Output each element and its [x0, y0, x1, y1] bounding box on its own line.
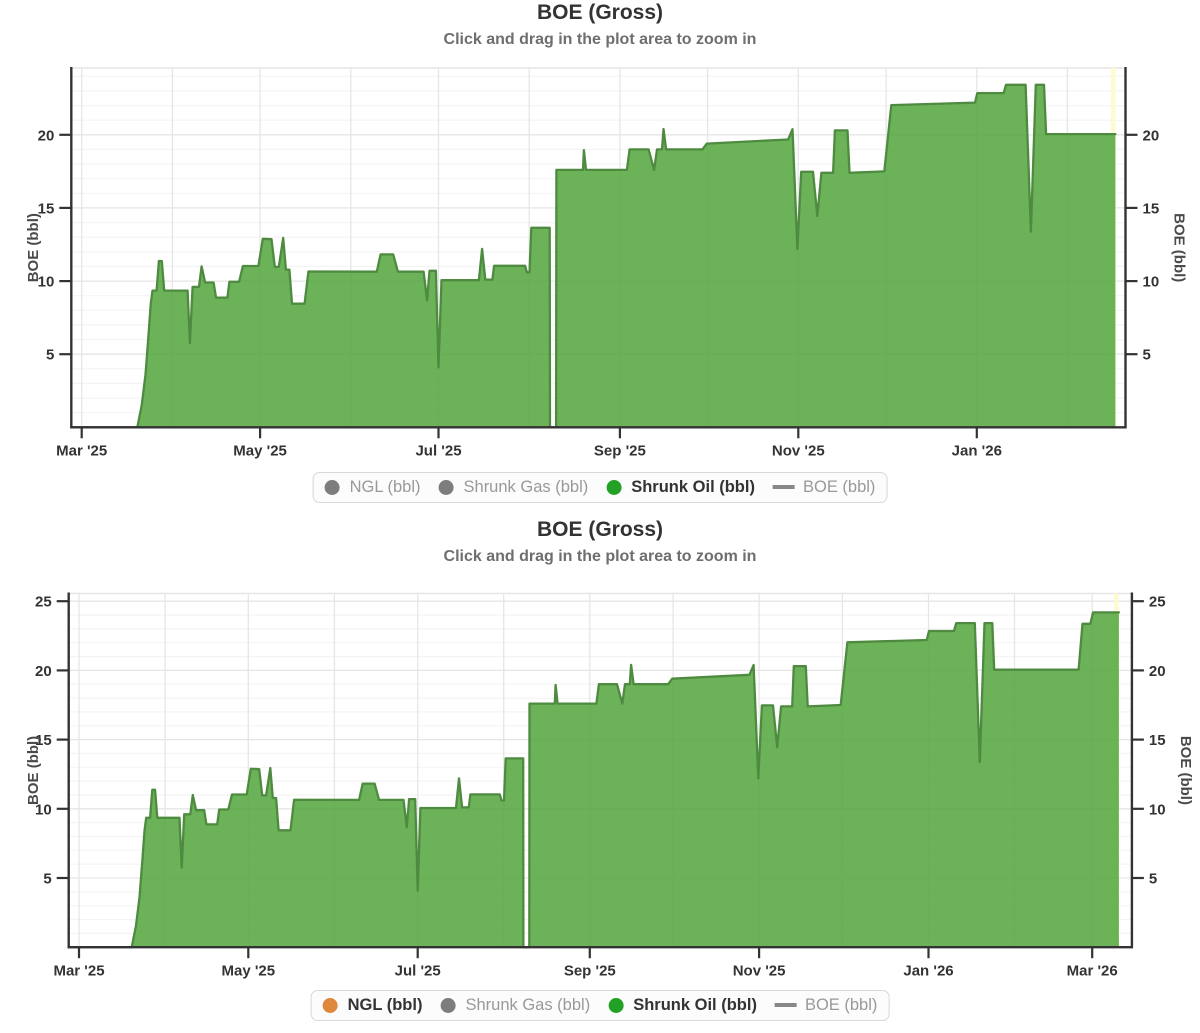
svg-text:Mar '26: Mar '26 [1067, 962, 1118, 979]
svg-text:Jan '26: Jan '26 [903, 962, 953, 979]
svg-text:15: 15 [35, 732, 52, 749]
svg-text:Nov '25: Nov '25 [733, 962, 786, 979]
svg-text:Jan '26: Jan '26 [952, 443, 1002, 460]
svg-text:Mar '25: Mar '25 [53, 962, 104, 979]
svg-text:5: 5 [1143, 347, 1151, 364]
svg-text:10: 10 [35, 801, 52, 818]
svg-text:BOE (bbl): BOE (bbl) [25, 213, 42, 282]
svg-text:20: 20 [1143, 127, 1160, 144]
svg-text:Jul '25: Jul '25 [395, 962, 441, 979]
svg-text:May '25: May '25 [233, 443, 287, 460]
svg-text:May '25: May '25 [221, 962, 275, 979]
svg-text:5: 5 [1149, 871, 1157, 888]
svg-text:15: 15 [1149, 732, 1166, 749]
svg-text:BOE (bbl): BOE (bbl) [25, 736, 42, 805]
svg-text:20: 20 [35, 663, 52, 680]
svg-text:Sep '25: Sep '25 [564, 962, 616, 979]
svg-text:15: 15 [38, 200, 55, 217]
svg-text:10: 10 [1149, 801, 1166, 818]
svg-text:BOE (bbl): BOE (bbl) [1171, 213, 1188, 282]
svg-text:5: 5 [43, 871, 51, 888]
svg-text:15: 15 [1143, 200, 1160, 217]
svg-text:BOE (bbl): BOE (bbl) [1177, 736, 1194, 805]
svg-text:Mar '25: Mar '25 [56, 443, 107, 460]
svg-text:Nov '25: Nov '25 [772, 443, 825, 460]
svg-text:20: 20 [38, 127, 55, 144]
svg-text:10: 10 [1143, 274, 1160, 291]
svg-text:Jul '25: Jul '25 [415, 443, 461, 460]
svg-text:25: 25 [35, 594, 52, 611]
svg-text:25: 25 [1149, 594, 1166, 611]
svg-text:20: 20 [1149, 663, 1166, 680]
svg-text:Sep '25: Sep '25 [594, 443, 646, 460]
svg-text:10: 10 [38, 274, 55, 291]
svg-text:5: 5 [46, 347, 54, 364]
